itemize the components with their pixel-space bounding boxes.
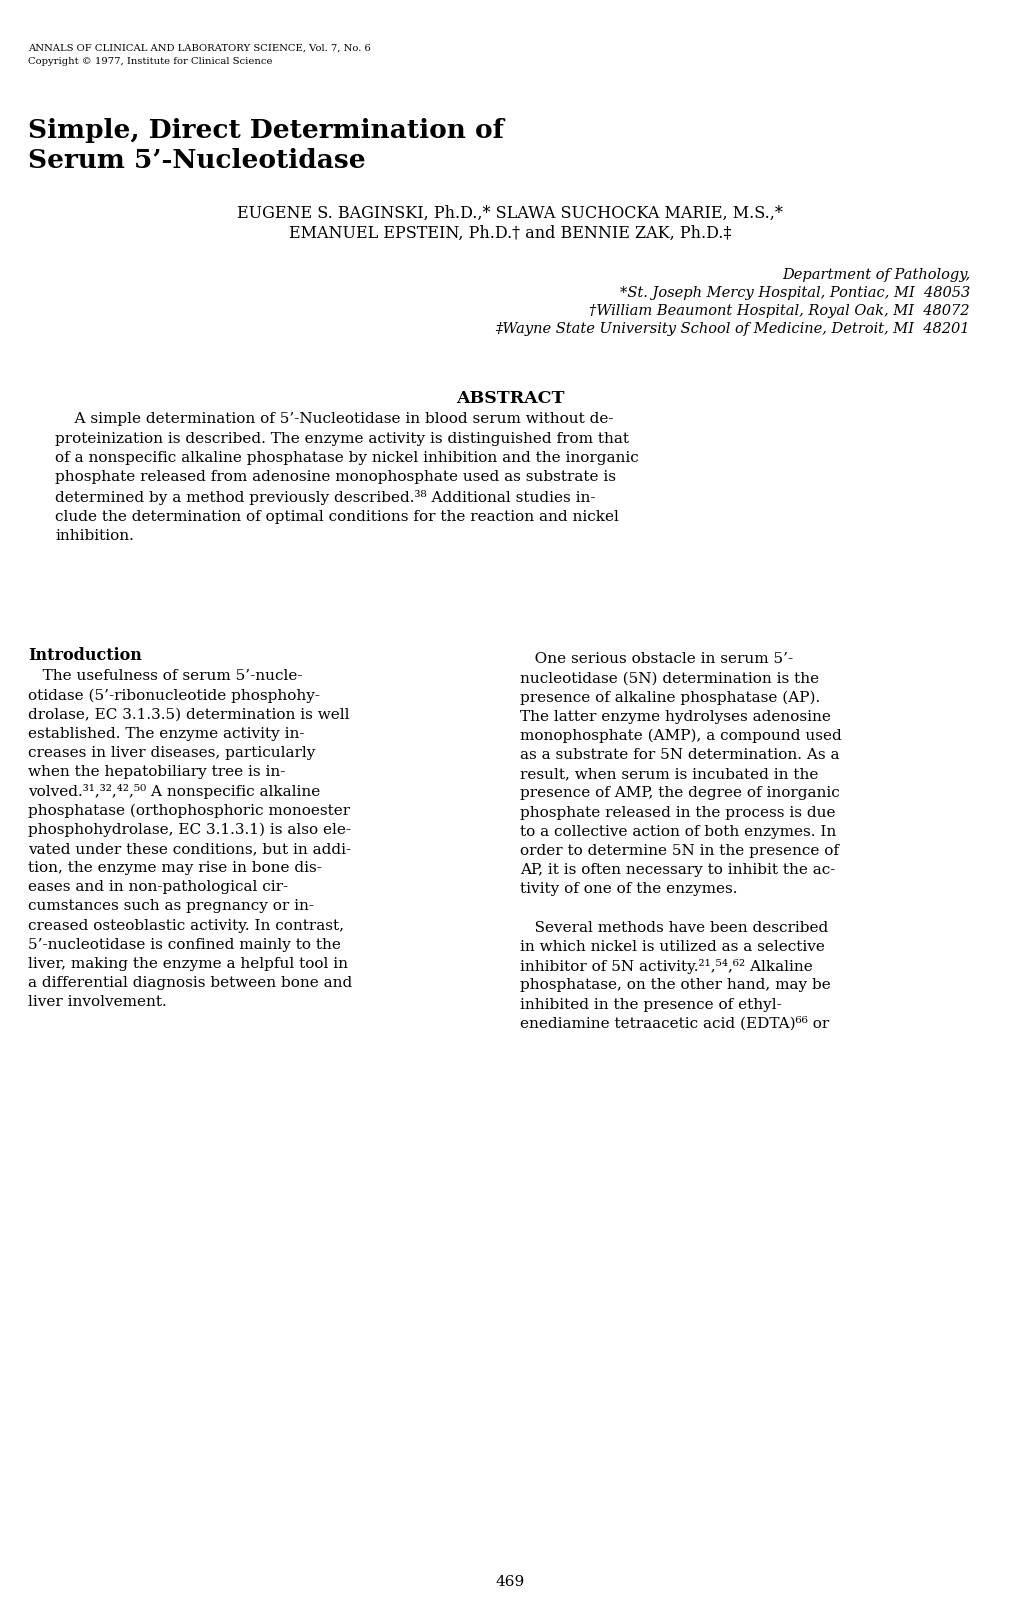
Text: Department of Pathology,: Department of Pathology,: [782, 267, 969, 282]
Text: nucleotidase (5N) determination is the: nucleotidase (5N) determination is the: [520, 671, 818, 686]
Text: vated under these conditions, but in addi-: vated under these conditions, but in add…: [28, 842, 351, 857]
Text: otidase (5’-ribonucleotide phosphohy-: otidase (5’-ribonucleotide phosphohy-: [28, 687, 320, 702]
Text: inhibited in the presence of ethyl-: inhibited in the presence of ethyl-: [520, 998, 781, 1011]
Text: ABSTRACT: ABSTRACT: [455, 390, 564, 407]
Text: cumstances such as pregnancy or in-: cumstances such as pregnancy or in-: [28, 900, 314, 913]
Text: Introduction: Introduction: [28, 647, 142, 663]
Text: phosphohydrolase, EC 3.1.3.1) is also ele-: phosphohydrolase, EC 3.1.3.1) is also el…: [28, 823, 351, 837]
Text: EMANUEL EPSTEIN, Ph.D.† and BENNIE ZAK, Ph.D.‡: EMANUEL EPSTEIN, Ph.D.† and BENNIE ZAK, …: [288, 225, 731, 242]
Text: established. The enzyme activity in-: established. The enzyme activity in-: [28, 726, 305, 741]
Text: clude the determination of optimal conditions for the reaction and nickel: clude the determination of optimal condi…: [55, 509, 619, 523]
Text: ‡Wayne State University School of Medicine, Detroit, MI  48201: ‡Wayne State University School of Medici…: [495, 322, 969, 336]
Text: a differential diagnosis between bone and: a differential diagnosis between bone an…: [28, 976, 352, 990]
Text: Copyright © 1977, Institute for Clinical Science: Copyright © 1977, Institute for Clinical…: [28, 56, 272, 66]
Text: Serum 5’-Nucleotidase: Serum 5’-Nucleotidase: [28, 148, 365, 172]
Text: in which nickel is utilized as a selective: in which nickel is utilized as a selecti…: [520, 940, 824, 955]
Text: inhibitor of 5N activity.²¹,⁵⁴,⁶² Alkaline: inhibitor of 5N activity.²¹,⁵⁴,⁶² Alkali…: [520, 960, 812, 974]
Text: tivity of one of the enzymes.: tivity of one of the enzymes.: [520, 882, 737, 897]
Text: AP, it is often necessary to inhibit the ac-: AP, it is often necessary to inhibit the…: [520, 863, 835, 877]
Text: The latter enzyme hydrolyses adenosine: The latter enzyme hydrolyses adenosine: [520, 710, 830, 723]
Text: presence of AMP, the degree of inorganic: presence of AMP, the degree of inorganic: [520, 786, 839, 800]
Text: The usefulness of serum 5’-nucle-: The usefulness of serum 5’-nucle-: [28, 670, 303, 683]
Text: presence of alkaline phosphatase (AP).: presence of alkaline phosphatase (AP).: [520, 691, 819, 705]
Text: †William Beaumont Hospital, Royal Oak, MI  48072: †William Beaumont Hospital, Royal Oak, M…: [589, 304, 969, 319]
Text: creased osteoblastic activity. In contrast,: creased osteoblastic activity. In contra…: [28, 919, 343, 932]
Text: Several methods have been described: Several methods have been described: [520, 921, 827, 935]
Text: inhibition.: inhibition.: [55, 530, 133, 543]
Text: drolase, EC 3.1.3.5) determination is well: drolase, EC 3.1.3.5) determination is we…: [28, 707, 350, 721]
Text: Simple, Direct Determination of: Simple, Direct Determination of: [28, 118, 503, 143]
Text: phosphatase, on the other hand, may be: phosphatase, on the other hand, may be: [520, 979, 829, 992]
Text: proteinization is described. The enzyme activity is distinguished from that: proteinization is described. The enzyme …: [55, 431, 629, 446]
Text: creases in liver diseases, particularly: creases in liver diseases, particularly: [28, 745, 315, 760]
Text: One serious obstacle in serum 5’-: One serious obstacle in serum 5’-: [520, 652, 793, 667]
Text: to a collective action of both enzymes. In: to a collective action of both enzymes. …: [520, 824, 836, 839]
Text: *St. Joseph Mercy Hospital, Pontiac, MI  48053: *St. Joseph Mercy Hospital, Pontiac, MI …: [620, 287, 969, 299]
Text: order to determine 5N in the presence of: order to determine 5N in the presence of: [520, 844, 839, 858]
Text: volved.³¹,³²,⁴²,⁵⁰ A nonspecific alkaline: volved.³¹,³²,⁴²,⁵⁰ A nonspecific alkalin…: [28, 784, 320, 799]
Text: eases and in non-pathological cir-: eases and in non-pathological cir-: [28, 881, 287, 894]
Text: of a nonspecific alkaline phosphatase by nickel inhibition and the inorganic: of a nonspecific alkaline phosphatase by…: [55, 451, 638, 465]
Text: 469: 469: [495, 1575, 524, 1589]
Text: ANNALS OF CLINICAL AND LABORATORY SCIENCE, Vol. 7, No. 6: ANNALS OF CLINICAL AND LABORATORY SCIENC…: [28, 43, 370, 53]
Text: 5’-nucleotidase is confined mainly to the: 5’-nucleotidase is confined mainly to th…: [28, 937, 340, 952]
Text: A simple determination of 5’-Nucleotidase in blood serum without de-: A simple determination of 5’-Nucleotidas…: [55, 412, 612, 427]
Text: phosphate released from adenosine monophosphate used as substrate is: phosphate released from adenosine monoph…: [55, 470, 615, 485]
Text: as a substrate for 5N determination. As a: as a substrate for 5N determination. As …: [520, 749, 839, 762]
Text: phosphate released in the process is due: phosphate released in the process is due: [520, 805, 835, 819]
Text: tion, the enzyme may rise in bone dis-: tion, the enzyme may rise in bone dis-: [28, 861, 322, 874]
Text: determined by a method previously described.³⁸ Additional studies in-: determined by a method previously descri…: [55, 489, 595, 506]
Text: monophosphate (AMP), a compound used: monophosphate (AMP), a compound used: [520, 729, 841, 744]
Text: result, when serum is incubated in the: result, when serum is incubated in the: [520, 768, 817, 781]
Text: EUGENE S. BAGINSKI, Ph.D.,* SLAWA SUCHOCKA MARIE, M.S.,*: EUGENE S. BAGINSKI, Ph.D.,* SLAWA SUCHOC…: [236, 204, 783, 222]
Text: liver involvement.: liver involvement.: [28, 995, 166, 1009]
Text: when the hepatobiliary tree is in-: when the hepatobiliary tree is in-: [28, 765, 285, 779]
Text: enediamine tetraacetic acid (EDTA)⁶⁶ or: enediamine tetraacetic acid (EDTA)⁶⁶ or: [520, 1018, 828, 1030]
Text: liver, making the enzyme a helpful tool in: liver, making the enzyme a helpful tool …: [28, 956, 347, 971]
Text: phosphatase (orthophosphoric monoester: phosphatase (orthophosphoric monoester: [28, 803, 350, 818]
